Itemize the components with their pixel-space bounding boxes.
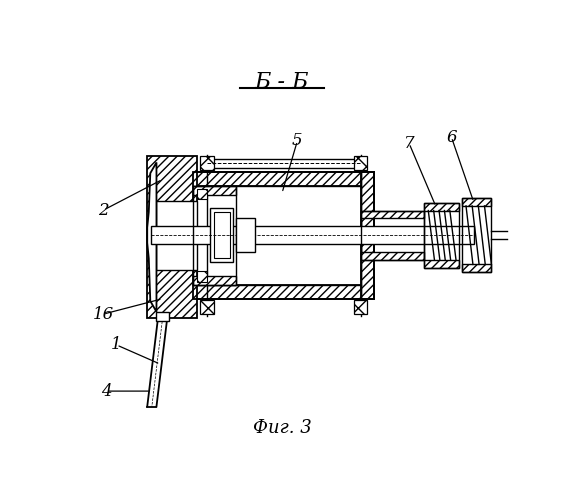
Bar — [462, 198, 492, 206]
Bar — [193, 186, 236, 285]
Bar — [361, 172, 374, 298]
Bar — [193, 172, 374, 185]
Bar — [200, 156, 214, 170]
Bar — [196, 271, 207, 282]
Bar — [193, 186, 374, 285]
Bar — [151, 226, 475, 244]
Bar — [193, 186, 236, 194]
Bar — [210, 208, 234, 262]
Bar — [193, 172, 374, 298]
Text: Б - Б: Б - Б — [254, 70, 309, 92]
Bar — [147, 156, 198, 318]
Bar — [156, 200, 198, 270]
Text: 16: 16 — [93, 306, 114, 322]
Bar — [354, 300, 367, 314]
Bar — [236, 218, 255, 252]
Bar — [425, 260, 459, 268]
Bar — [354, 156, 367, 170]
Bar — [156, 200, 198, 270]
Polygon shape — [147, 162, 156, 312]
Bar — [200, 300, 214, 314]
Bar — [214, 212, 229, 258]
Bar — [193, 285, 374, 298]
Bar — [361, 210, 425, 260]
Bar — [425, 203, 459, 268]
Text: 7: 7 — [404, 134, 414, 152]
Bar — [425, 203, 459, 210]
Text: 1: 1 — [111, 336, 122, 353]
Bar — [207, 158, 361, 168]
Bar — [462, 264, 492, 272]
Text: Фиг. 3: Фиг. 3 — [253, 419, 311, 437]
Text: 6: 6 — [446, 128, 457, 146]
Text: 4: 4 — [101, 382, 112, 400]
Bar — [462, 198, 492, 272]
Bar — [156, 312, 169, 321]
Bar — [361, 252, 425, 260]
Bar — [193, 276, 236, 285]
Bar — [361, 210, 425, 218]
Text: 2: 2 — [98, 202, 109, 218]
Bar — [196, 188, 207, 200]
Text: 5: 5 — [292, 132, 303, 150]
